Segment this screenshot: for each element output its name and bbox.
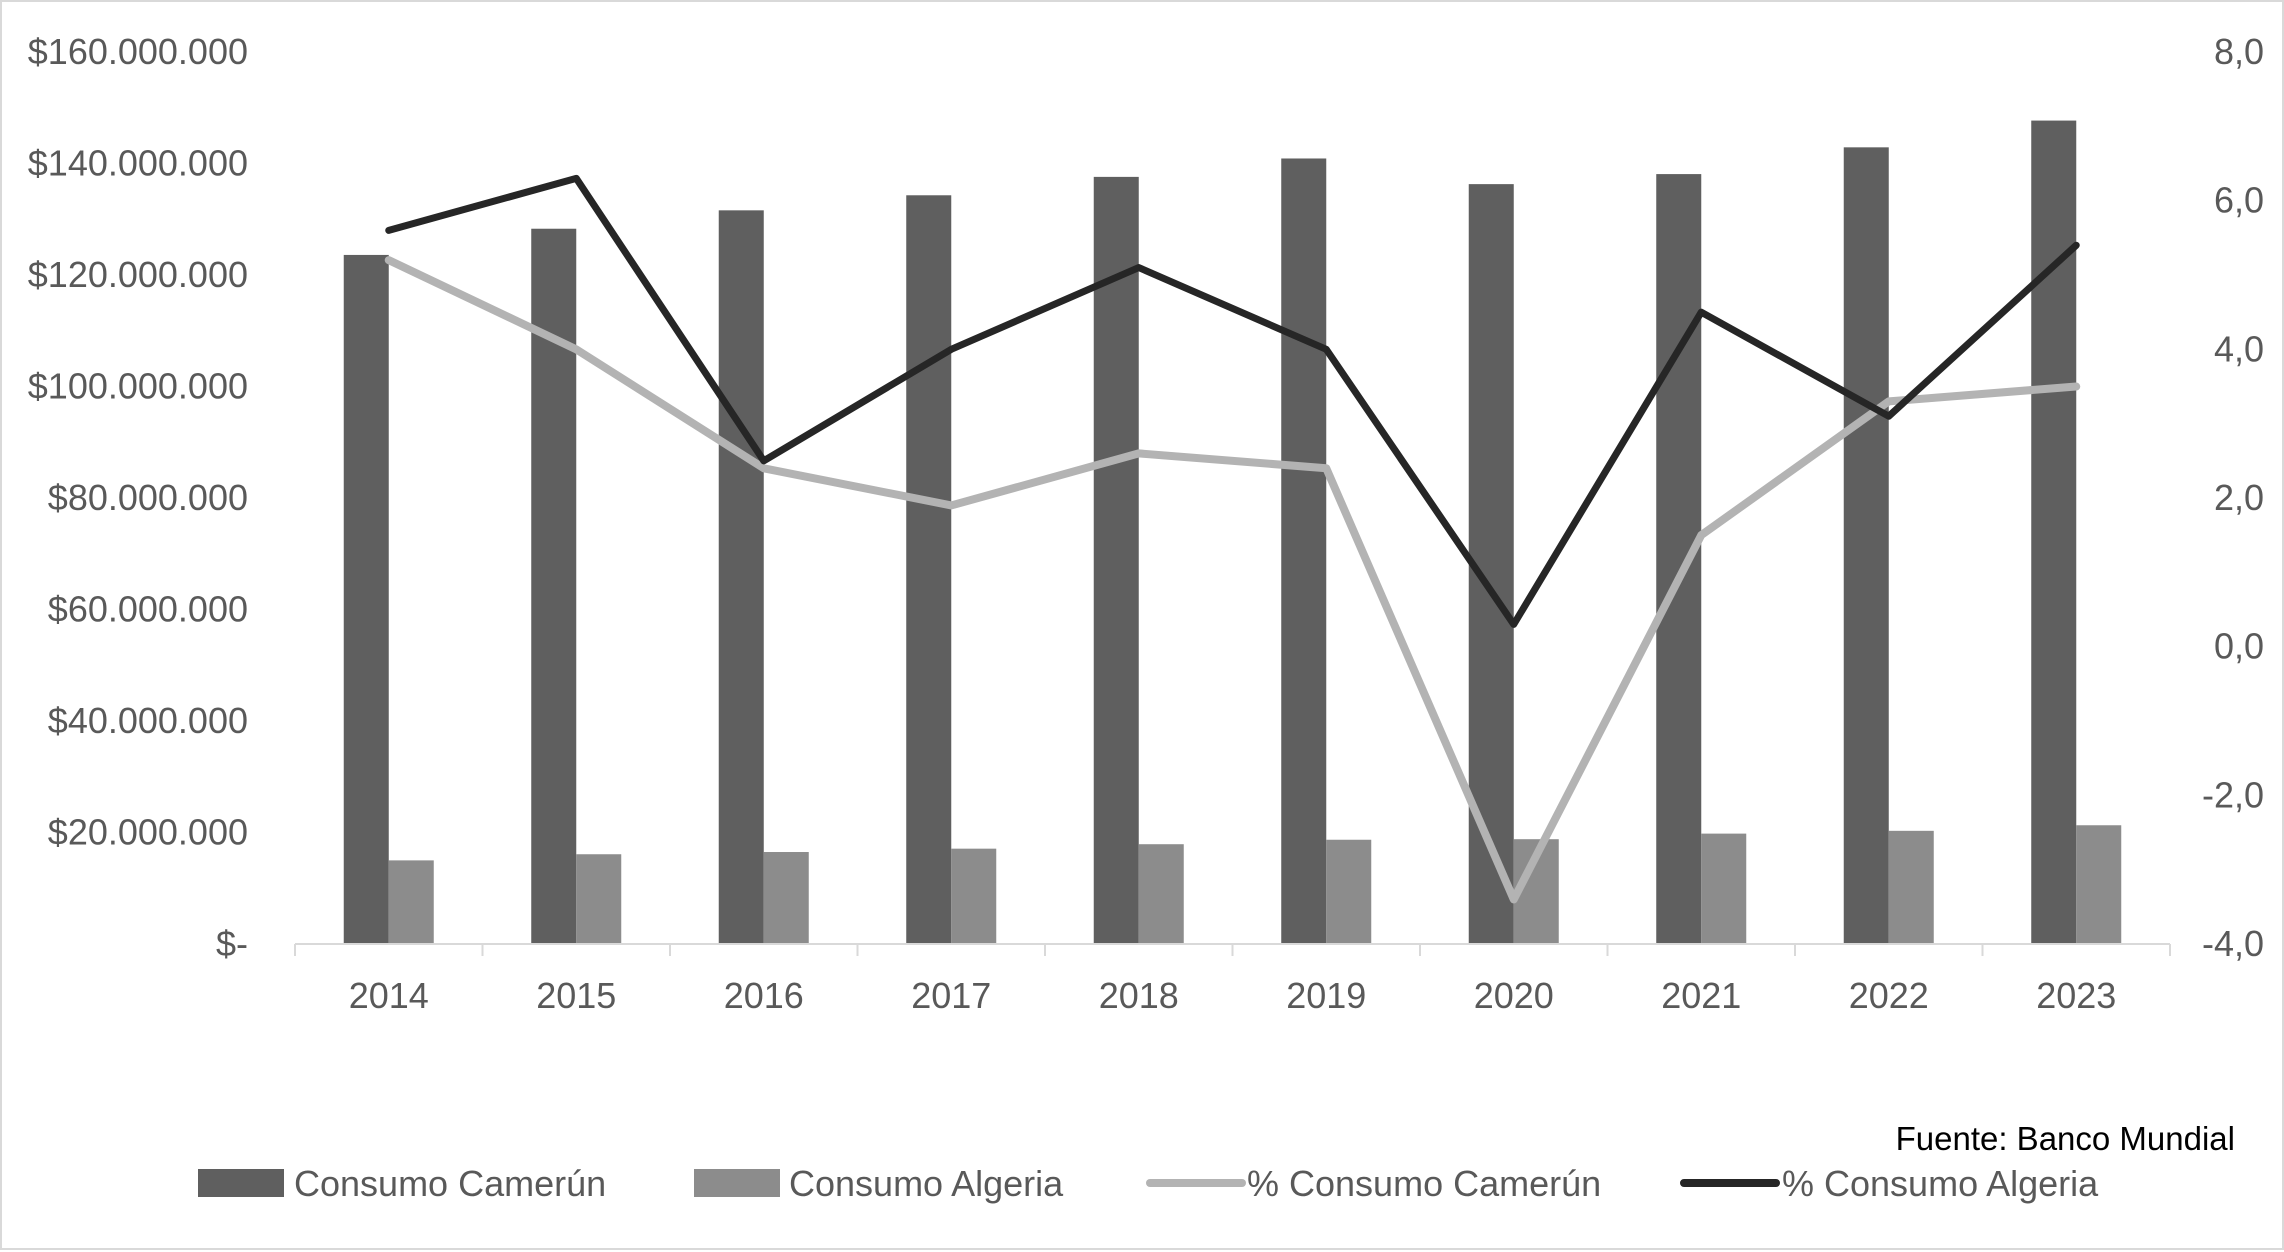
- y-right-tick-label-6: 8,0: [2214, 31, 2264, 72]
- bar-consumo-camerun-2021: [1656, 174, 1702, 944]
- y-left-tick-label-1: $20.000.000: [48, 812, 248, 853]
- legend-key-consumo-camerun: [198, 1169, 284, 1197]
- bar-consumo-algeria-2016: [763, 852, 809, 944]
- y-right-tick-label-3: 2,0: [2214, 477, 2264, 518]
- y-left-tick-label-6: $120.000.000: [28, 254, 248, 295]
- legend-label-consumo-algeria: Consumo Algeria: [789, 1163, 1064, 1204]
- y-left-tick-label-0: $-: [216, 923, 248, 964]
- bar-consumo-algeria-2014: [388, 860, 434, 944]
- y-left-tick-label-8: $160.000.000: [28, 31, 248, 72]
- bar-consumo-algeria-2019: [1326, 839, 1372, 944]
- y-right-tick-label-4: 4,0: [2214, 328, 2264, 369]
- y-right-tick-label-2: 0,0: [2214, 626, 2264, 667]
- legend: Consumo Camerún Consumo Algeria % Consumo …: [198, 1163, 2099, 1204]
- y-left-tick-label-3: $60.000.000: [48, 589, 248, 630]
- x-tick-label-2014: 2014: [349, 975, 429, 1016]
- y-left-tick-label-5: $100.000.000: [28, 366, 248, 407]
- line-pct-consumo-camerun: [384, 256, 2081, 904]
- lines: [384, 174, 2081, 904]
- bar-consumo-algeria-2018: [1138, 844, 1184, 944]
- y-left-tick-label-2: $40.000.000: [48, 700, 248, 741]
- y-axis-right-labels: -4,0 -2,0 0,0 2,0 4,0 6,0 8,0: [2202, 31, 2264, 964]
- x-tick-label-2022: 2022: [1849, 975, 1929, 1016]
- x-tick-label-2016: 2016: [724, 975, 804, 1016]
- bar-consumo-camerun-2014: [343, 254, 389, 944]
- line-pct-consumo-algeria: [385, 174, 2080, 628]
- legend-key-consumo-algeria: [694, 1169, 780, 1197]
- bar-consumo-camerun-2023: [2031, 120, 2077, 944]
- bar-consumo-algeria-2023: [2076, 825, 2122, 944]
- bar-consumo-camerun-2018: [1093, 176, 1139, 944]
- legend-label-consumo-camerun: Consumo Camerún: [294, 1163, 606, 1204]
- legend-label-pct-consumo-algeria: % Consumo Algeria: [1782, 1163, 2099, 1204]
- x-tick-label-2021: 2021: [1661, 975, 1741, 1016]
- bar-consumo-algeria-2015: [576, 854, 622, 944]
- bar-consumo-algeria-2022: [1888, 830, 1934, 944]
- y-left-tick-label-4: $80.000.000: [48, 477, 248, 518]
- bars: [343, 120, 2122, 945]
- bar-consumo-camerun-2019: [1281, 158, 1327, 945]
- bar-consumo-camerun-2017: [906, 195, 952, 945]
- bar-consumo-camerun-2022: [1843, 147, 1889, 944]
- x-axis: 2014 2015 2016 2017 2018 2019 2020 2021 2022 2023: [294, 943, 2171, 1016]
- y-right-tick-label-5: 6,0: [2214, 180, 2264, 221]
- bar-consumo-camerun-2016: [718, 210, 764, 944]
- y-axis-left-labels: $- $20.000.000 $40.000.000 $60.000.000 $80.0…: [28, 31, 248, 964]
- y-right-tick-label-0: -4,0: [2202, 923, 2264, 964]
- bar-consumo-algeria-2017: [951, 848, 997, 944]
- y-left-tick-label-7: $140.000.000: [28, 143, 248, 184]
- x-tick-label-2020: 2020: [1474, 975, 1554, 1016]
- bar-consumo-algeria-2021: [1701, 833, 1747, 944]
- x-tick-label-2015: 2015: [536, 975, 616, 1016]
- legend-label-pct-consumo-camerun: % Consumo Camerún: [1247, 1163, 1601, 1204]
- x-tick-label-2023: 2023: [2036, 975, 2116, 1016]
- source-label: Fuente: Banco Mundial: [1896, 1120, 2235, 1157]
- y-right-tick-label-1: -2,0: [2202, 774, 2264, 815]
- x-tick-label-2019: 2019: [1286, 975, 1366, 1016]
- x-tick-label-2018: 2018: [1099, 975, 1179, 1016]
- x-tick-label-2017: 2017: [911, 975, 991, 1016]
